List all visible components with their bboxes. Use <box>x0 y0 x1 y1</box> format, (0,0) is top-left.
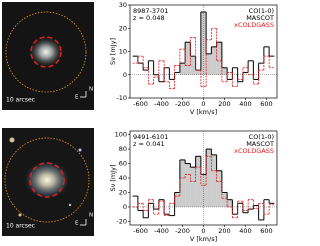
y-tick-label: -20 <box>116 217 127 225</box>
x-tick-label: -400 <box>154 227 169 235</box>
galaxy-image <box>2 128 94 236</box>
redshift: z = 0.041 <box>133 140 165 148</box>
scale-label: 10 arcsec <box>6 97 35 104</box>
y-tick-label: 20 <box>119 24 127 32</box>
y-tick-label: 60 <box>119 160 127 168</box>
compass-label: N <box>89 213 93 219</box>
x-tick-label: -200 <box>175 227 190 235</box>
legend-entry: xCOLDGASS <box>234 21 274 29</box>
legend-entry: MASCOT <box>246 14 274 22</box>
compass-label: E <box>75 221 79 227</box>
y-tick-label: 100 <box>115 131 127 139</box>
scale-label: 10 arcsec <box>6 223 35 230</box>
compass-label: N <box>89 87 93 93</box>
compass-label: E <box>75 95 79 101</box>
galaxy-id: 8987-3701 <box>133 7 168 15</box>
y-tick-label: 0 <box>123 71 127 79</box>
x-tick-label: -400 <box>154 100 169 108</box>
shade <box>206 149 212 207</box>
legend-entry: xCOLDGASS <box>234 147 274 155</box>
y-axis-label: Sν [mJy] <box>109 165 117 192</box>
shade <box>216 170 222 207</box>
shade <box>195 70 201 75</box>
x-tick-label: 200 <box>218 100 230 108</box>
x-tick-label: -200 <box>175 100 190 108</box>
shade <box>190 167 196 207</box>
x-axis-label: V [km/s] <box>190 235 217 243</box>
galaxy-image <box>2 2 94 110</box>
galaxy-id: 9491-6101 <box>133 133 168 141</box>
shade <box>211 46 217 75</box>
x-tick-label: 0 <box>201 100 205 108</box>
legend-title: CO(1-0) <box>249 133 274 141</box>
shade <box>221 67 228 75</box>
shade <box>195 156 201 207</box>
shade <box>179 159 186 207</box>
y-tick-label: 80 <box>119 145 127 153</box>
shade <box>221 192 228 207</box>
y-tick-label: 40 <box>119 174 127 182</box>
shade <box>211 154 217 207</box>
x-tick-label: 0 <box>201 227 205 235</box>
y-tick-label: 30 <box>119 1 127 9</box>
shade <box>200 174 207 207</box>
x-tick-label: 400 <box>239 227 251 235</box>
y-tick-label: 0 <box>123 203 127 211</box>
y-axis-label: Sν [mJy] <box>109 38 117 65</box>
y-tick-label: 20 <box>119 188 127 196</box>
shade <box>216 42 222 75</box>
x-tick-label: 200 <box>218 227 230 235</box>
y-tick-label: 10 <box>119 48 127 56</box>
x-tick-label: 600 <box>260 227 272 235</box>
shade <box>185 163 191 207</box>
shade <box>179 63 186 75</box>
x-axis-label: V [km/s] <box>190 108 217 116</box>
x-tick-label: -600 <box>133 227 148 235</box>
y-tick-label: -10 <box>116 94 127 102</box>
x-tick-label: 400 <box>239 100 251 108</box>
shade <box>206 53 212 75</box>
x-tick-label: -600 <box>133 100 148 108</box>
shade <box>227 199 233 207</box>
legend-title: CO(1-0) <box>249 7 274 15</box>
shade <box>190 56 196 75</box>
shade <box>174 192 180 207</box>
shade <box>185 42 191 75</box>
x-tick-label: 600 <box>260 100 272 108</box>
legend-entry: MASCOT <box>246 140 274 148</box>
redshift: z = 0.048 <box>133 14 165 22</box>
